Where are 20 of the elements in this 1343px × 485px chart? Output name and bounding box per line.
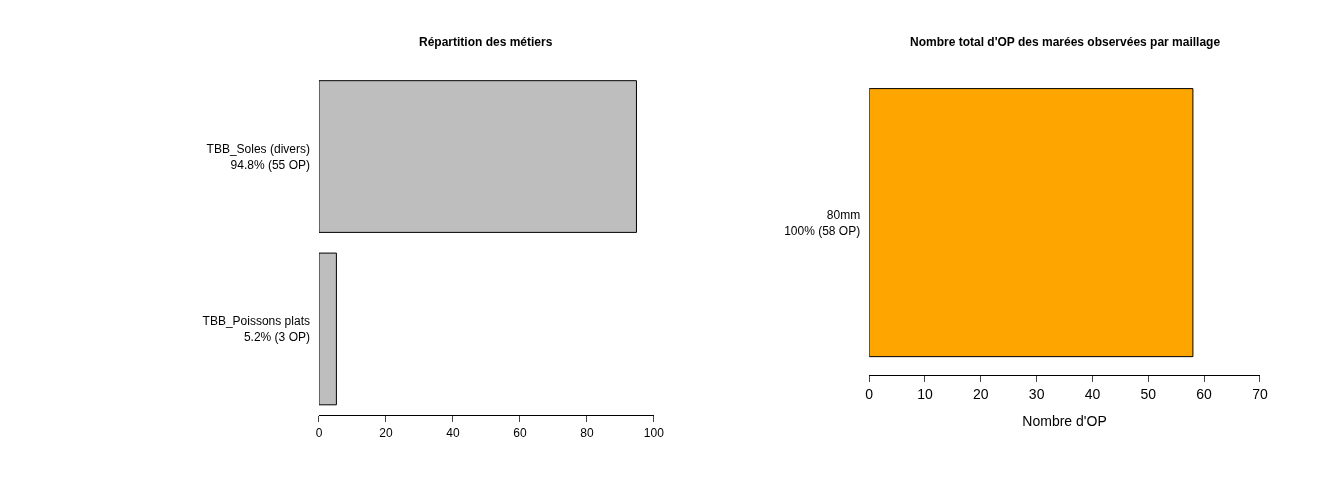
x-tick-label: 30 (1028, 385, 1045, 402)
x-tick-label: 40 (1084, 385, 1101, 402)
x-tick-label: 80 (580, 425, 594, 440)
x-tick-label: 0 (865, 385, 874, 402)
x-tick-label: 20 (379, 425, 393, 440)
x-tick-label: 10 (917, 385, 933, 402)
y-tick-label: TBB_Poissons plats 5.2% (3 OP) (202, 314, 310, 344)
x-tick-label: 60 (1196, 385, 1213, 402)
x-tick-label: 60 (513, 425, 527, 440)
x-tick-label: 100 (643, 425, 665, 440)
y-tick-label: 80mm 100% (58 OP) (784, 208, 861, 238)
y-tick-label: TBB_Soles (divers) 94.8% (55 OP) (206, 141, 310, 172)
chart-title: Répartition des métiers (419, 35, 553, 49)
x-tick-label: 50 (1140, 385, 1157, 402)
x-tick-label: 40 (446, 425, 460, 440)
x-axis-title: Nombre d'OP (1022, 413, 1107, 430)
x-tick-label: 0 (315, 425, 323, 440)
chart-title: Nombre total d'OP des marées observées par maillage (910, 35, 1221, 49)
x-tick-label: 70 (1252, 385, 1268, 402)
x-tick-label: 20 (973, 385, 989, 402)
